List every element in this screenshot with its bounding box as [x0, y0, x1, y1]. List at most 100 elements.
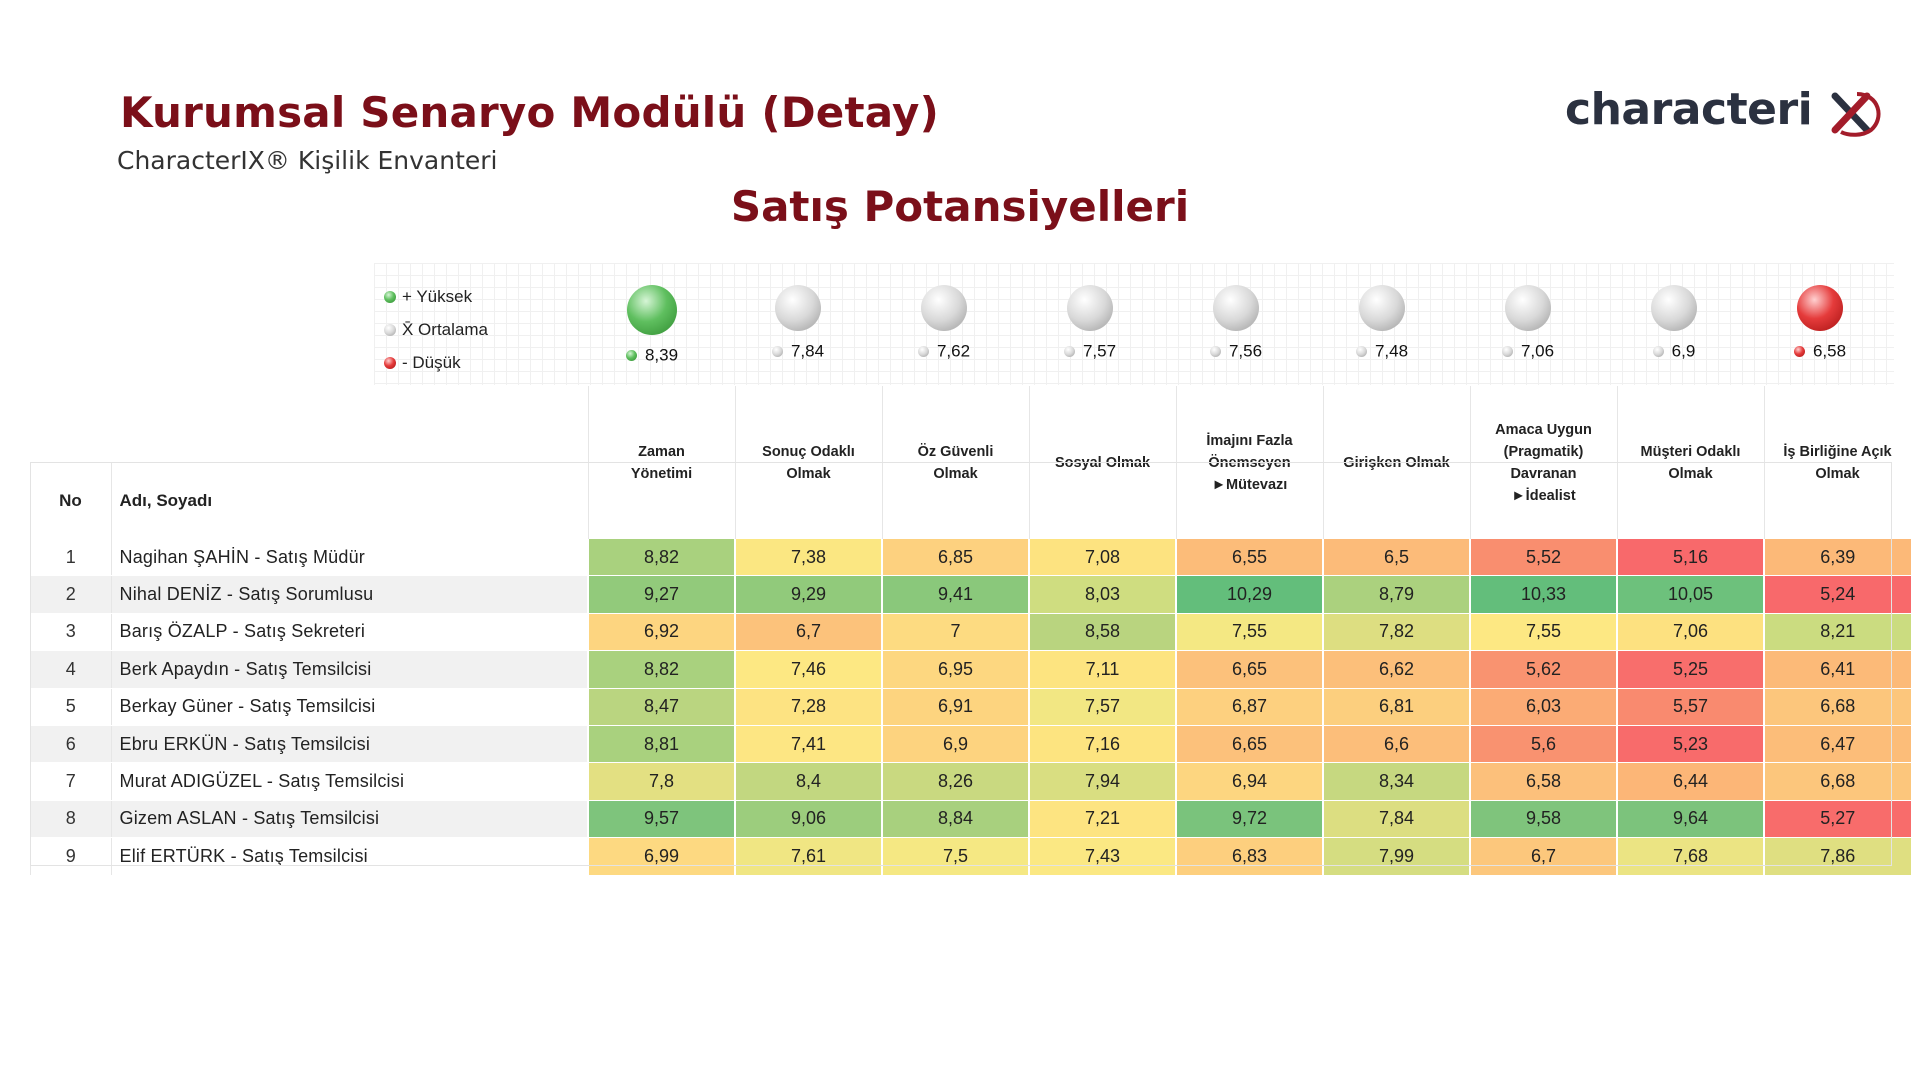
average-value-text: 7,84 [790, 341, 825, 361]
table-row: 3 Barış ÖZALP - Satış Sekreteri 6,92 6,7 7 8,… [30, 613, 1911, 652]
column-header-line: Yönetimi [630, 465, 693, 482]
score-cell: 8,58 [1028, 613, 1176, 652]
table-row: 7 Murat ADIGÜZEL - Satış Temsilcisi 7,8 8,4… [30, 762, 1911, 801]
row-number: 8 [30, 800, 111, 839]
section-title: Satış Potansiyelleri [730, 182, 1190, 231]
score-cell: 7 [881, 613, 1029, 652]
score-cell: 7,21 [1028, 800, 1176, 839]
bubble-sphere-icon [1067, 285, 1113, 331]
level-dot-icon [1355, 346, 1367, 358]
legend-label: + Yüksek [402, 286, 473, 306]
average-value: 8,39 [579, 345, 725, 366]
column-header-line: ►İdealist [1511, 487, 1576, 504]
score-cell: 6,7 [734, 613, 882, 652]
logo-text: characteri [1565, 84, 1813, 135]
column-header: Zaman Yönetimi [587, 386, 735, 539]
score-cell: 6,65 [1175, 725, 1323, 764]
person-name: Gizem ASLAN - Satış Temsilcisi [110, 800, 588, 839]
score-cell: 7,55 [1175, 613, 1323, 652]
column-header: Amaca Uygun (Pragmatik) Davranan ►İdealist [1469, 386, 1617, 539]
score-cell: 8,47 [587, 688, 735, 726]
score-cell: 6,9 [881, 725, 1029, 764]
average-bubble: 7,56 [1163, 285, 1309, 362]
average-bubble: 7,06 [1455, 285, 1601, 362]
bubble-sphere-icon [1651, 285, 1697, 331]
average-value-text: 7,48 [1374, 341, 1409, 361]
level-dot-icon [1209, 346, 1221, 358]
row-number: 5 [30, 688, 111, 726]
score-cell: 9,41 [881, 575, 1029, 614]
level-dot-icon [1063, 346, 1075, 358]
score-cell: 7,41 [734, 725, 882, 764]
average-value: 7,62 [871, 341, 1017, 362]
score-cell: 8,84 [881, 800, 1029, 839]
column-header: İmajını Fazla Önemseyen ►Mütevazı [1175, 386, 1323, 539]
score-cell: 6,44 [1616, 762, 1764, 801]
score-cell: 6,62 [1322, 650, 1470, 689]
score-cell: 7,28 [734, 688, 882, 726]
score-cell: 6,68 [1763, 762, 1911, 801]
person-name: Nihal DENİZ - Satış Sorumlusu [110, 575, 588, 614]
bubble-sphere-icon [775, 285, 821, 331]
score-cell: 6,5 [1322, 539, 1470, 577]
average-value: 7,48 [1309, 341, 1455, 362]
score-cell: 6,55 [1175, 539, 1323, 577]
score-cell: 9,06 [734, 800, 882, 839]
column-header: İş Birliğine Açık Olmak [1763, 386, 1911, 539]
score-cell: 6,85 [881, 539, 1029, 577]
score-cell: 5,23 [1616, 725, 1764, 764]
average-value-text: 7,57 [1082, 341, 1117, 361]
row-number: 9 [30, 837, 111, 876]
column-header-line: Önemseyen [1208, 454, 1291, 471]
score-cell: 5,25 [1616, 650, 1764, 689]
legend-item-low: - Düşük [384, 346, 488, 379]
person-name: Berkay Güner - Satış Temsilcisi [110, 688, 588, 726]
average-bubble: 7,57 [1017, 285, 1163, 362]
column-header-line: Girişken Olmak [1343, 454, 1450, 471]
row-number: 3 [30, 613, 111, 652]
column-header: Öz Güvenli Olmak [881, 386, 1029, 539]
score-cell: 6,92 [587, 613, 735, 652]
logo-x-mark [1831, 92, 1881, 137]
score-cell: 7,82 [1322, 613, 1470, 652]
score-cell: 8,03 [1028, 575, 1176, 614]
table-row: 9 Elif ERTÜRK - Satış Temsilcisi 6,99 7,61 7… [30, 837, 1911, 876]
score-cell: 6,87 [1175, 688, 1323, 726]
score-cell: 7,68 [1616, 837, 1764, 876]
score-cell: 6,68 [1763, 688, 1911, 726]
score-cell: 8,26 [881, 762, 1029, 801]
average-value-text: 6,58 [1812, 341, 1847, 361]
table-row: 2 Nihal DENİZ - Satış Sorumlusu 9,27 9,29 9,… [30, 575, 1911, 614]
average-value: 7,06 [1455, 341, 1601, 362]
table-row: 6 Ebru ERKÜN - Satış Temsilcisi 8,81 7,41 6,… [30, 725, 1911, 764]
column-header-line: Sonuç Odaklı [762, 443, 855, 460]
level-dot-icon [1501, 346, 1513, 358]
average-bubble: 8,39 [579, 285, 725, 366]
score-cell: 7,16 [1028, 725, 1176, 764]
column-header: Sonuç Odaklı Olmak [734, 386, 882, 539]
score-cell: 7,11 [1028, 650, 1176, 689]
page-title: Kurumsal Senaryo Modülü (Detay) [120, 88, 939, 137]
score-cell: 6,94 [1175, 762, 1323, 801]
column-header: Sosyal Olmak [1028, 386, 1176, 539]
average-value: 7,57 [1017, 341, 1163, 362]
column-header-line: Öz Güvenli [917, 443, 994, 460]
average-bubble: 6,9 [1601, 285, 1747, 362]
score-cell: 7,5 [881, 837, 1029, 876]
score-cell: 6,47 [1763, 725, 1911, 764]
average-bubble: 7,84 [725, 285, 871, 362]
score-cell: 7,08 [1028, 539, 1176, 577]
score-cell: 5,62 [1469, 650, 1617, 689]
column-header-no: No [30, 462, 111, 539]
score-cell: 6,91 [881, 688, 1029, 726]
averages-panel [374, 263, 1894, 385]
average-value: 6,9 [1601, 341, 1747, 362]
average-value-text: 7,06 [1520, 341, 1555, 361]
score-cell: 5,57 [1616, 688, 1764, 726]
row-number: 1 [30, 539, 111, 577]
average-bubble: 6,58 [1747, 285, 1893, 362]
score-cell: 8,34 [1322, 762, 1470, 801]
score-cell: 7,43 [1028, 837, 1176, 876]
score-cell: 7,46 [734, 650, 882, 689]
table-row: 4 Berk Apaydın - Satış Temsilcisi 8,82 7,46… [30, 650, 1911, 689]
